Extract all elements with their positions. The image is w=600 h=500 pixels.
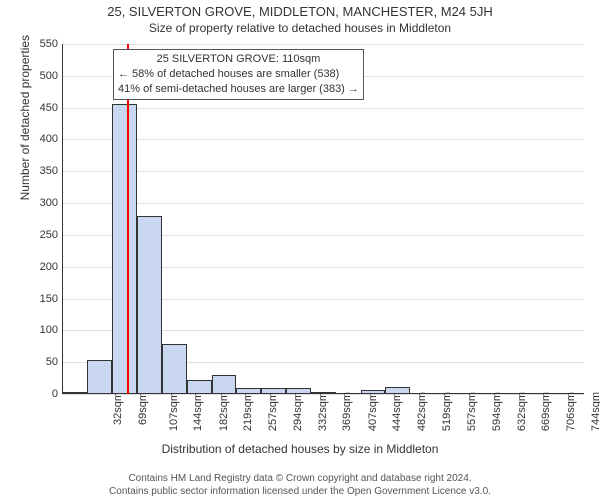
x-axis-line [62,393,584,394]
histogram-bar [212,375,237,394]
x-tick-label: 294sqm [292,392,304,431]
annotation-line-1: 25 SILVERTON GROVE: 110sqm [118,52,359,67]
y-tick-label: 400 [40,133,62,145]
chart-container: 25, SILVERTON GROVE, MIDDLETON, MANCHEST… [0,0,600,500]
y-tick-label: 100 [40,324,62,336]
x-tick-label: 32sqm [112,392,124,425]
footer-line-1: Contains HM Land Registry data © Crown c… [0,473,600,486]
grid-line [62,171,584,172]
x-tick-label: 669sqm [540,392,552,431]
histogram-bar [87,360,112,394]
y-tick-label: 550 [40,38,62,50]
x-tick-label: 369sqm [342,392,354,431]
x-tick-label: 107sqm [168,392,180,431]
x-tick-label: 444sqm [391,392,403,431]
annotation-line-3: 41% of semi-detached houses are larger (… [118,82,359,97]
page-subtitle: Size of property relative to detached ho… [0,19,600,35]
x-tick-label: 519sqm [441,392,453,431]
x-tick-label: 594sqm [491,392,503,431]
x-tick-label: 632sqm [516,392,528,431]
x-axis-label: Distribution of detached houses by size … [0,442,600,456]
grid-line [62,108,584,109]
x-tick-label: 482sqm [416,392,428,431]
annotation-box: 25 SILVERTON GROVE: 110sqm ← 58% of deta… [113,49,364,100]
x-tick-label: 182sqm [218,392,230,431]
footer: Contains HM Land Registry data © Crown c… [0,473,600,498]
histogram-bar [162,344,187,394]
annotation-line-2: ← 58% of detached houses are smaller (53… [118,67,359,82]
footer-line-2: Contains public sector information licen… [0,486,600,499]
grid-line [62,203,584,204]
y-tick-label: 450 [40,102,62,114]
x-tick-label: 219sqm [242,392,254,431]
x-tick-label: 706sqm [565,392,577,431]
y-tick-label: 0 [52,388,62,400]
histogram-bar [112,104,137,394]
grid-line [62,44,584,45]
histogram-bar [137,216,162,394]
y-axis-line [62,44,63,394]
y-tick-label: 250 [40,229,62,241]
y-tick-label: 300 [40,197,62,209]
x-tick-label: 257sqm [267,392,279,431]
x-tick-label: 557sqm [466,392,478,431]
x-tick-label: 144sqm [193,392,205,431]
y-tick-label: 350 [40,165,62,177]
y-tick-label: 200 [40,261,62,273]
x-tick-label: 69sqm [137,392,149,425]
x-tick-label: 744sqm [590,392,600,431]
y-tick-label: 50 [46,356,62,368]
grid-line [62,139,584,140]
x-tick-label: 407sqm [367,392,379,431]
y-tick-label: 150 [40,293,62,305]
x-tick-label: 332sqm [317,392,329,431]
y-axis-label: Number of detached properties [18,35,32,200]
page-title: 25, SILVERTON GROVE, MIDDLETON, MANCHEST… [0,0,600,19]
y-tick-label: 500 [40,70,62,82]
histogram-bar [187,380,212,394]
